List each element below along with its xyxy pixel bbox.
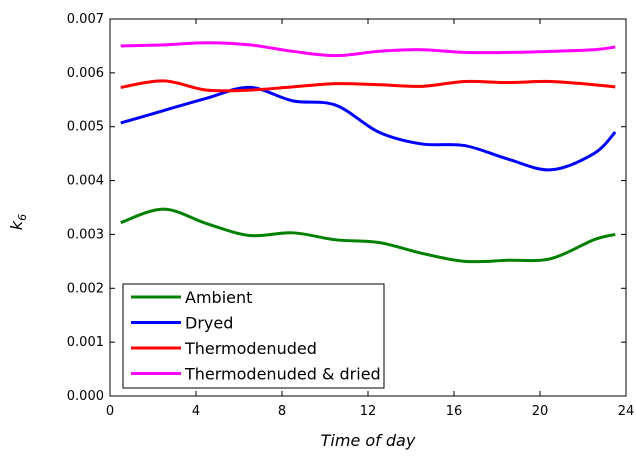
x-tick-label: 16 [446, 404, 463, 419]
y-axis-label-main: k [7, 220, 26, 230]
x-tick-label: 24 [618, 404, 635, 419]
y-tick-label: 0.004 [67, 174, 104, 189]
legend-box [122, 283, 385, 389]
x-axis-label: Time of day [321, 431, 416, 450]
y-tick-label: 0.005 [67, 120, 104, 135]
y-tick-label: 0.001 [67, 335, 104, 350]
x-tick-label: 12 [360, 404, 377, 419]
legend-label: Thermodenuded & dried [184, 365, 381, 384]
x-tick-label: 0 [106, 404, 114, 419]
legend-label: Thermodenuded [184, 339, 317, 358]
y-tick-label: 0.006 [67, 66, 104, 81]
line [120, 207, 616, 264]
line [120, 85, 617, 172]
x-tick-label: 8 [278, 404, 286, 419]
legend-label: Ambient [185, 288, 252, 307]
legend-label: Dryed [185, 314, 233, 333]
y-axis-label-subscript: 6 [16, 214, 29, 221]
x-tick-label: 4 [192, 404, 200, 419]
x-tick-label: 20 [532, 404, 549, 419]
y-tick-label: 0.000 [67, 389, 104, 404]
line [120, 41, 616, 58]
y-tick-label: 0.007 [67, 12, 104, 27]
y-tick-label: 0.003 [67, 227, 104, 242]
legend: Ambient Dryed Thermodenuded Thermodenuded &… [122, 283, 385, 389]
y-tick-label: 0.002 [67, 281, 104, 296]
y-axis-label: k6 [7, 214, 29, 230]
line [120, 79, 616, 93]
